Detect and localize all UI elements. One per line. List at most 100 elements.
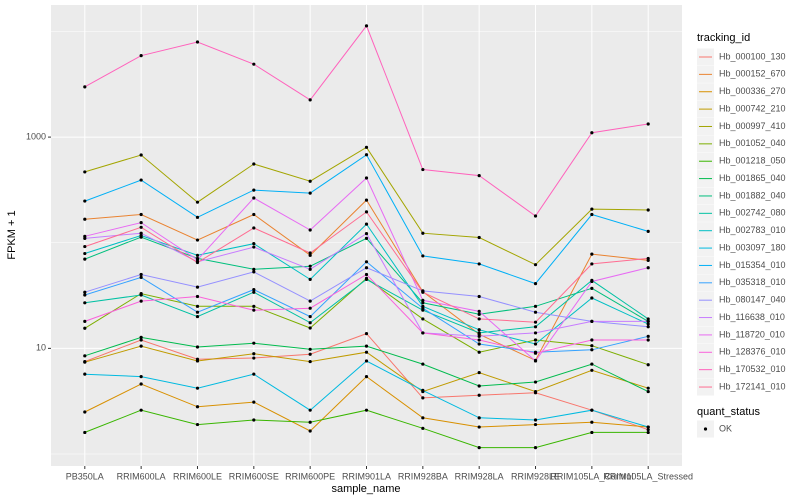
point	[195, 422, 200, 427]
point	[533, 282, 538, 286]
legend-label: Hb_015354_010	[719, 260, 786, 270]
point	[252, 372, 256, 376]
point	[308, 314, 312, 319]
legend-label: Hb_001882_040	[719, 190, 786, 200]
legend-label: Hb_001052_040	[719, 138, 786, 148]
point	[83, 244, 87, 249]
point	[139, 338, 143, 342]
point	[477, 312, 481, 316]
point	[421, 331, 425, 335]
point	[308, 408, 312, 412]
x-tick-label: RRIM600LA	[117, 471, 166, 481]
point	[83, 319, 87, 324]
point	[646, 122, 650, 126]
point	[646, 338, 650, 342]
point	[252, 226, 256, 230]
point	[533, 359, 538, 363]
point	[646, 325, 650, 329]
point	[590, 286, 594, 290]
point	[477, 334, 481, 338]
legend-label: Hb_000152_670	[719, 69, 786, 79]
point	[646, 389, 650, 394]
legend-label: Hb_000997_410	[719, 121, 786, 131]
point	[195, 40, 200, 44]
point	[646, 322, 650, 326]
point	[533, 331, 538, 335]
point	[533, 214, 538, 218]
point	[252, 62, 256, 66]
point	[477, 328, 481, 332]
y-tick-label: 10	[36, 343, 46, 353]
point	[646, 208, 650, 212]
point	[646, 428, 650, 432]
point	[308, 352, 312, 356]
point	[308, 267, 312, 271]
legend-label: Hb_002742_080	[719, 208, 786, 218]
legend-point	[703, 427, 708, 431]
legend-label: Hb_002783_010	[719, 225, 786, 235]
legend-label: Hb_000336_270	[719, 86, 786, 96]
legend-label: Hb_080147_040	[719, 295, 786, 305]
point	[252, 188, 256, 192]
point	[139, 54, 143, 58]
point	[477, 416, 481, 420]
point	[364, 210, 369, 214]
point	[477, 173, 481, 178]
point	[364, 331, 369, 336]
point	[646, 363, 650, 367]
point	[533, 342, 538, 346]
point	[590, 279, 594, 284]
point	[590, 368, 594, 372]
point	[83, 251, 87, 256]
point	[533, 418, 538, 422]
point	[646, 386, 650, 390]
legend-label: Hb_128376_010	[719, 347, 786, 357]
point	[139, 375, 143, 379]
x-tick-label: RRIM600LE	[173, 471, 222, 481]
point	[590, 212, 594, 217]
point	[421, 290, 425, 294]
point	[477, 309, 481, 313]
point	[308, 264, 312, 268]
point	[590, 362, 594, 366]
point	[590, 338, 594, 342]
x-tick-label: RRIM105LA_Stressed	[603, 471, 693, 481]
point	[590, 131, 594, 135]
point	[308, 359, 312, 364]
point	[308, 277, 312, 281]
point	[195, 238, 200, 242]
point	[139, 153, 143, 157]
point	[139, 221, 143, 225]
point	[83, 293, 87, 297]
point	[308, 228, 312, 232]
x-tick-label: RRIM928LA	[455, 471, 504, 481]
y-tick-label: 1000	[26, 131, 46, 141]
point	[364, 359, 369, 363]
point	[139, 344, 143, 348]
point	[646, 334, 650, 338]
point	[364, 198, 369, 202]
point	[252, 308, 256, 312]
point	[364, 176, 369, 180]
point	[477, 393, 481, 397]
point	[364, 153, 369, 157]
point	[252, 290, 256, 294]
point	[195, 304, 200, 308]
point	[421, 298, 425, 302]
point	[83, 372, 87, 376]
point	[195, 253, 200, 257]
point	[308, 420, 312, 424]
point	[83, 430, 87, 435]
point	[308, 98, 312, 102]
point	[139, 272, 143, 277]
point	[533, 263, 538, 267]
point	[252, 352, 256, 356]
point	[477, 317, 481, 321]
point	[252, 356, 256, 360]
point	[590, 344, 594, 348]
point	[533, 389, 538, 394]
point	[421, 426, 425, 430]
point	[308, 299, 312, 303]
x-tick-label: RRIM600SE	[229, 471, 279, 481]
point	[83, 326, 87, 330]
